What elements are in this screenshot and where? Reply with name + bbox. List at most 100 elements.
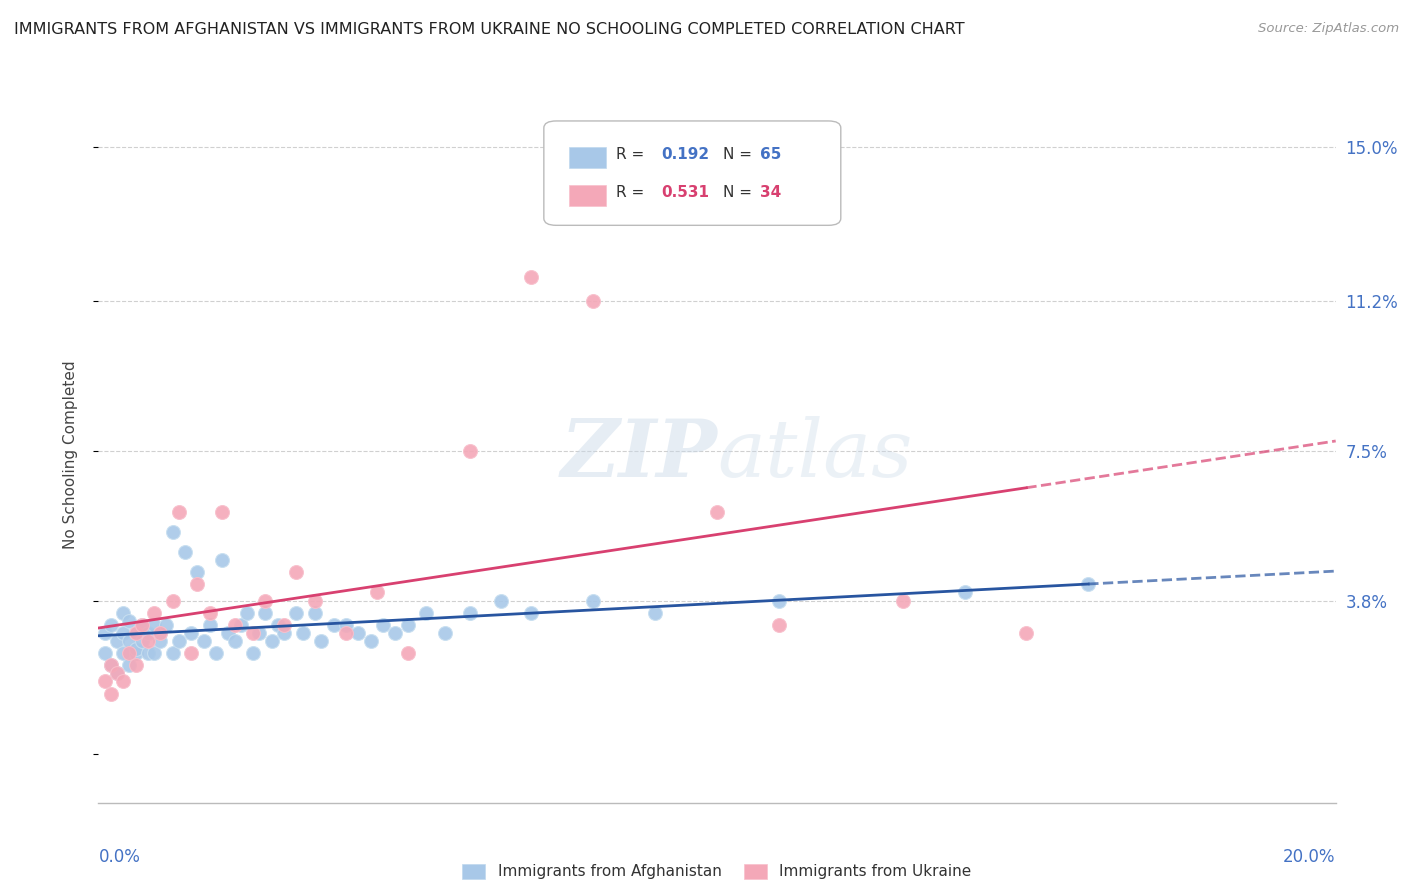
Point	[118, 634, 141, 648]
Point	[149, 626, 172, 640]
Text: N =: N =	[723, 147, 756, 161]
Point	[236, 606, 259, 620]
Point	[93, 626, 115, 640]
Point	[891, 593, 914, 607]
Text: Source: ZipAtlas.com: Source: ZipAtlas.com	[1258, 22, 1399, 36]
Point	[131, 617, 153, 632]
Point	[136, 634, 159, 648]
Point	[247, 626, 270, 640]
Point	[149, 634, 172, 648]
Point	[520, 269, 543, 284]
Text: IMMIGRANTS FROM AFGHANISTAN VS IMMIGRANTS FROM UKRAINE NO SCHOOLING COMPLETED CO: IMMIGRANTS FROM AFGHANISTAN VS IMMIGRANT…	[14, 22, 965, 37]
Point	[644, 606, 666, 620]
Point	[136, 646, 159, 660]
Point	[162, 593, 184, 607]
Point	[224, 634, 246, 648]
Point	[489, 593, 512, 607]
Point	[285, 606, 308, 620]
Point	[242, 646, 264, 660]
Point	[366, 585, 388, 599]
Point	[193, 634, 215, 648]
Point	[124, 658, 146, 673]
Point	[93, 646, 115, 660]
FancyBboxPatch shape	[544, 121, 841, 226]
Point	[582, 294, 605, 309]
Text: R =: R =	[616, 147, 648, 161]
Point	[384, 626, 406, 640]
Point	[131, 617, 153, 632]
Point	[953, 585, 976, 599]
Point	[335, 617, 357, 632]
Point	[124, 642, 146, 657]
Point	[254, 606, 277, 620]
Point	[706, 504, 728, 518]
Point	[155, 617, 177, 632]
Y-axis label: No Schooling Completed: No Schooling Completed	[63, 360, 77, 549]
Point	[93, 674, 115, 689]
Point	[124, 626, 146, 640]
Point	[267, 617, 290, 632]
Point	[371, 617, 394, 632]
Point	[322, 617, 344, 632]
Point	[162, 646, 184, 660]
Text: 0.531: 0.531	[661, 186, 710, 200]
Point	[198, 617, 221, 632]
Text: atlas: atlas	[717, 417, 912, 493]
Point	[229, 617, 252, 632]
Point	[174, 545, 197, 559]
Point	[143, 617, 166, 632]
Point	[112, 626, 135, 640]
Point	[768, 593, 790, 607]
Point	[291, 626, 314, 640]
Point	[118, 614, 141, 628]
Legend: Immigrants from Afghanistan, Immigrants from Ukraine: Immigrants from Afghanistan, Immigrants …	[457, 857, 977, 886]
Point	[167, 634, 190, 648]
Point	[186, 566, 208, 580]
Point	[304, 593, 326, 607]
Point	[217, 626, 239, 640]
Point	[162, 524, 184, 539]
Point	[347, 626, 370, 640]
Point	[112, 646, 135, 660]
Point	[304, 606, 326, 620]
Point	[205, 646, 228, 660]
Point	[149, 626, 172, 640]
Point	[100, 617, 122, 632]
Point	[285, 566, 308, 580]
Point	[242, 626, 264, 640]
Point	[768, 617, 790, 632]
Point	[582, 593, 605, 607]
Point	[105, 666, 128, 681]
Point	[112, 606, 135, 620]
Text: 34: 34	[761, 186, 782, 200]
FancyBboxPatch shape	[568, 146, 606, 168]
Text: N =: N =	[723, 186, 756, 200]
Point	[458, 606, 481, 620]
Point	[186, 577, 208, 591]
Text: 0.0%: 0.0%	[98, 848, 141, 866]
Point	[1015, 626, 1038, 640]
Point	[124, 646, 146, 660]
Point	[100, 687, 122, 701]
Text: ZIP: ZIP	[560, 417, 717, 493]
Point	[224, 617, 246, 632]
Point	[520, 606, 543, 620]
Point	[360, 634, 382, 648]
Point	[309, 634, 332, 648]
Point	[167, 504, 190, 518]
Point	[254, 593, 277, 607]
Point	[143, 646, 166, 660]
Point	[211, 553, 233, 567]
Text: 0.192: 0.192	[661, 147, 710, 161]
Point	[105, 666, 128, 681]
Point	[260, 634, 283, 648]
Point	[118, 646, 141, 660]
Point	[433, 626, 456, 640]
Point	[143, 606, 166, 620]
Point	[198, 606, 221, 620]
Point	[458, 443, 481, 458]
Point	[335, 626, 357, 640]
Point	[396, 646, 419, 660]
Point	[124, 626, 146, 640]
FancyBboxPatch shape	[568, 185, 606, 206]
